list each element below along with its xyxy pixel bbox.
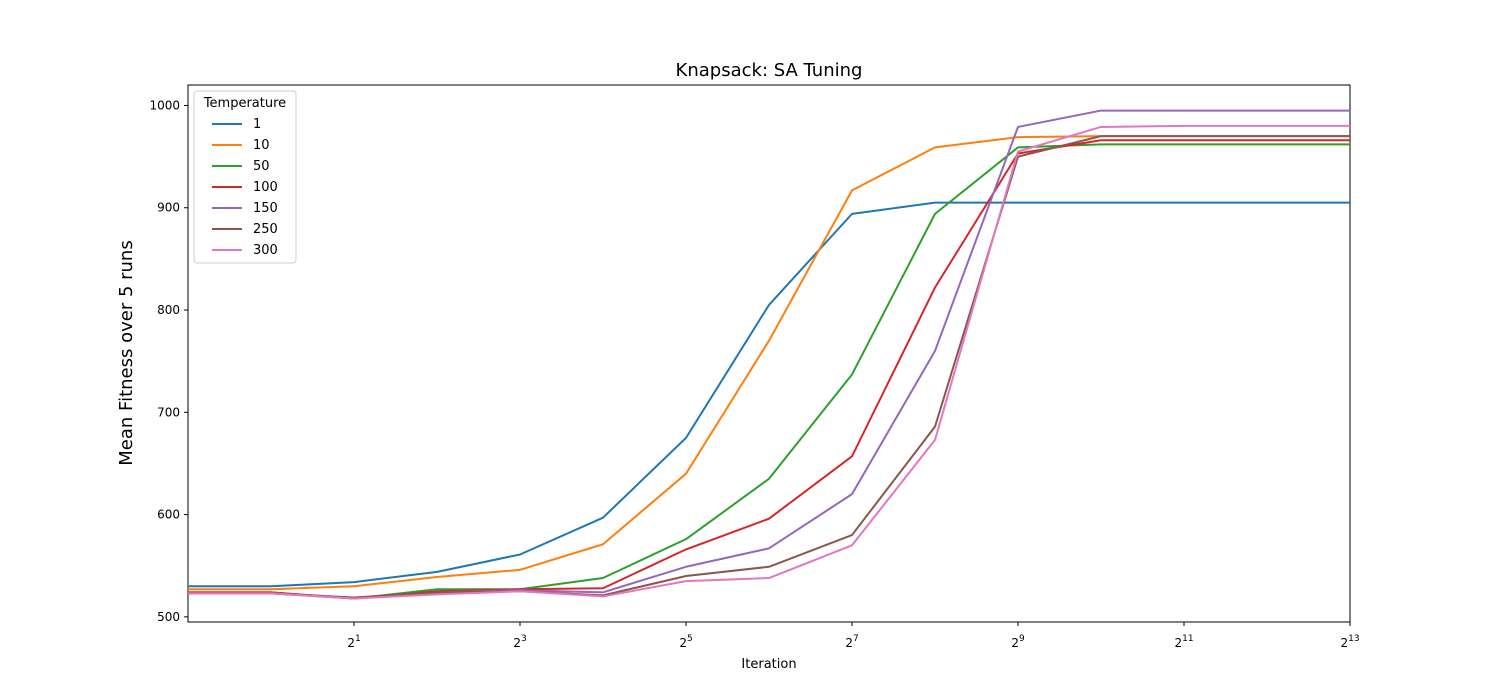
legend-box <box>193 90 297 264</box>
legend: Temperature 1 10 50 100 150 250 300 <box>193 90 297 264</box>
x-tick-label: 23 <box>513 634 526 650</box>
y-tick-label: 600 <box>157 508 180 522</box>
x-tick-label: 21 <box>347 634 360 650</box>
x-tick-label: 25 <box>679 634 692 650</box>
y-tick-label: 500 <box>157 610 180 624</box>
y-axis: 500 600 700 800 900 1000 <box>149 98 188 624</box>
x-tick-label: 211 <box>1174 634 1193 650</box>
legend-label-250: 250 <box>253 222 278 237</box>
plot-area <box>187 84 1351 623</box>
legend-label-300: 300 <box>253 243 278 258</box>
x-axis-label: Iteration <box>741 657 796 672</box>
series-line-250 <box>188 135 1350 599</box>
legend-label-100: 100 <box>253 180 278 195</box>
series-line-1 <box>188 201 1350 588</box>
x-tick-label: 213 <box>1340 634 1359 650</box>
x-tick-label: 27 <box>845 634 858 650</box>
series-line-100 <box>188 139 1350 600</box>
y-tick-label: 900 <box>157 201 180 215</box>
chart-title: Knapsack: SA Tuning <box>676 60 863 81</box>
series-line-50 <box>188 143 1350 600</box>
legend-label-50: 50 <box>253 159 270 174</box>
x-tick-label: 29 <box>1011 634 1025 650</box>
legend-label-150: 150 <box>253 201 278 216</box>
y-axis-label: Mean Fitness over 5 runs <box>116 240 137 465</box>
x-axis: 21 23 25 27 29 211 213 <box>347 622 1360 650</box>
y-tick-label: 1000 <box>149 98 180 112</box>
y-tick-label: 800 <box>157 303 180 317</box>
legend-label-10: 10 <box>253 138 270 153</box>
series-line-10 <box>188 135 1350 591</box>
y-tick-label: 700 <box>157 405 180 419</box>
legend-items: 1 10 50 100 150 250 300 <box>212 117 278 258</box>
series-line-150 <box>188 109 1350 600</box>
legend-label-1: 1 <box>253 117 261 132</box>
series-line-300 <box>188 124 1350 600</box>
plot-frame <box>187 84 1351 623</box>
legend-title: Temperature <box>203 96 286 111</box>
series-layer <box>188 109 1350 600</box>
